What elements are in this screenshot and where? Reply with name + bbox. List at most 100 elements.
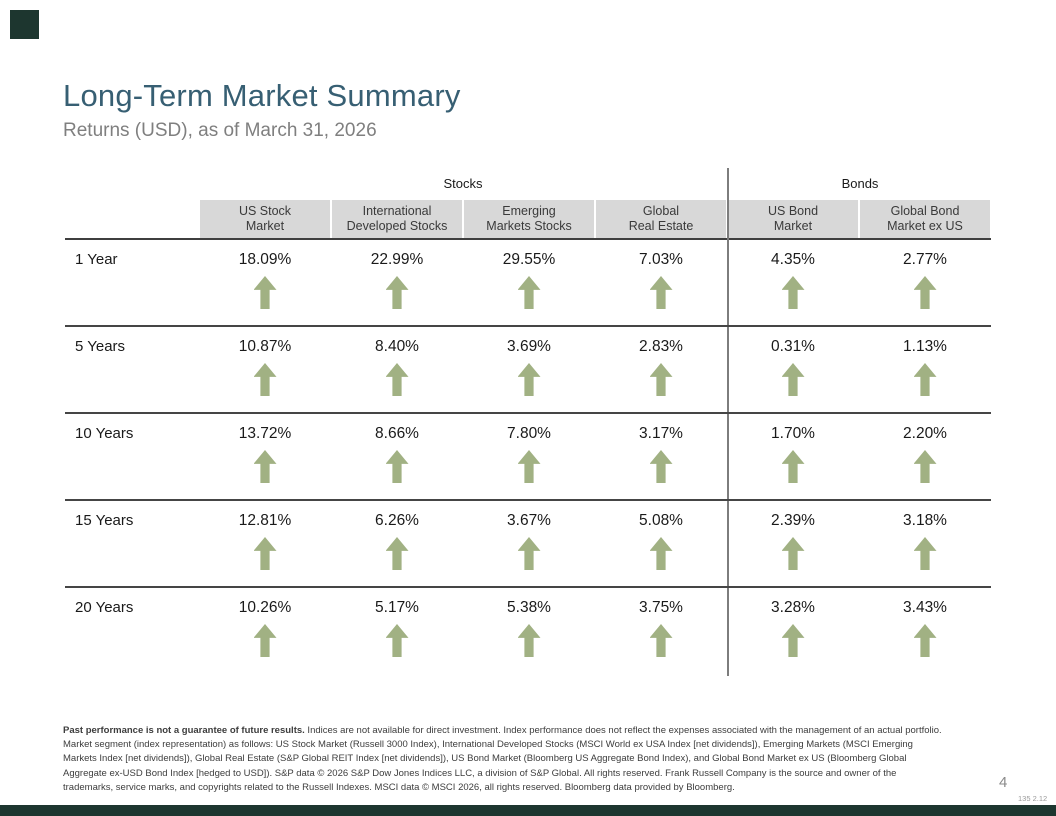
up-arrow-icon <box>253 537 277 570</box>
table-cell: 5.08% <box>595 501 727 586</box>
row-label: 5 Years <box>75 338 126 355</box>
slide-code: 135 2.12 <box>1018 794 1048 803</box>
row-label: 10 Years <box>75 425 134 442</box>
table-row: 5 Years 10.87% 8.40% 3.69% 2.83% 0.31% 1… <box>65 327 991 414</box>
up-arrow-icon <box>517 363 541 396</box>
stocks-bonds-divider <box>727 168 729 676</box>
up-arrow-icon <box>913 276 937 309</box>
table-cell: 3.75% <box>595 588 727 676</box>
up-arrow-icon <box>385 537 409 570</box>
up-arrow-icon <box>781 537 805 570</box>
column-header-label: International <box>362 203 432 218</box>
up-arrow-icon <box>385 624 409 657</box>
up-arrow-icon <box>385 276 409 309</box>
up-arrow-icon <box>781 276 805 309</box>
table-cell: 22.99% <box>331 240 463 325</box>
table-cell: 29.55% <box>463 240 595 325</box>
return-value: 10.26% <box>238 599 292 616</box>
return-value: 3.28% <box>771 599 815 616</box>
up-arrow-icon <box>385 450 409 483</box>
table-cell: 18.09% <box>199 240 331 325</box>
return-value: 5.17% <box>375 599 419 616</box>
return-value: 0.31% <box>771 338 815 355</box>
table-cell: 2.39% <box>727 501 859 586</box>
column-group-bonds: Bonds <box>841 176 879 191</box>
up-arrow-icon <box>781 363 805 396</box>
page-title: Long-Term Market Summary <box>63 78 461 113</box>
column-header-label: Market <box>773 219 813 233</box>
row-label: 20 Years <box>75 599 134 616</box>
up-arrow-icon <box>253 363 277 396</box>
table-row: 1 Year 18.09% 22.99% 29.55% 7.03% 4.35% … <box>65 240 991 327</box>
up-arrow-icon <box>253 624 277 657</box>
up-arrow-icon <box>649 537 673 570</box>
table-cell: 6.26% <box>331 501 463 586</box>
column-header-global-bond-market-ex-us: Global Bond Market ex US <box>860 200 990 238</box>
column-header-global-real-estate: Global Real Estate <box>596 200 726 238</box>
up-arrow-icon <box>649 450 673 483</box>
column-headers: US Stock Market International Developed … <box>199 200 991 238</box>
up-arrow-icon <box>253 450 277 483</box>
table-cell: 0.31% <box>727 327 859 412</box>
column-group-stocks: Stocks <box>443 176 483 191</box>
table-cell: 3.28% <box>727 588 859 676</box>
up-arrow-icon <box>781 450 805 483</box>
table-cell: 8.40% <box>331 327 463 412</box>
return-value: 3.18% <box>903 512 947 529</box>
up-arrow-icon <box>649 363 673 396</box>
table-cell: 8.66% <box>331 414 463 499</box>
table-cell: 3.67% <box>463 501 595 586</box>
up-arrow-icon <box>385 363 409 396</box>
up-arrow-icon <box>517 450 541 483</box>
up-arrow-icon <box>913 624 937 657</box>
up-arrow-icon <box>781 624 805 657</box>
table-cell: 12.81% <box>199 501 331 586</box>
return-value: 12.81% <box>238 512 292 529</box>
footnote-line1-rest: Indices are not available for direct inv… <box>304 725 942 736</box>
table-top-border <box>65 238 991 240</box>
up-arrow-icon <box>913 450 937 483</box>
column-header-label: Global <box>642 203 680 218</box>
column-header-label: Market <box>245 219 285 233</box>
table-cell: 7.03% <box>595 240 727 325</box>
column-header-emerging-markets-stocks: Emerging Markets Stocks <box>464 200 594 238</box>
table-row: 10 Years 13.72% 8.66% 7.80% 3.17% 1.70% … <box>65 414 991 501</box>
table-cell: 4.35% <box>727 240 859 325</box>
return-value: 10.87% <box>238 338 292 355</box>
return-value: 29.55% <box>502 251 556 268</box>
return-value: 5.08% <box>639 512 683 529</box>
table-cell: 10.26% <box>199 588 331 676</box>
return-value: 2.39% <box>771 512 815 529</box>
table-row: 15 Years 12.81% 6.26% 3.67% 5.08% 2.39% … <box>65 501 991 588</box>
table-cell: 5.17% <box>331 588 463 676</box>
table-cell: 7.80% <box>463 414 595 499</box>
return-value: 2.83% <box>639 338 683 355</box>
return-value: 7.80% <box>507 425 551 442</box>
up-arrow-icon <box>913 537 937 570</box>
up-arrow-icon <box>253 276 277 309</box>
return-value: 8.66% <box>375 425 419 442</box>
footnote-paragraph-1: Past performance is not a guarantee of f… <box>63 724 947 738</box>
up-arrow-icon <box>517 276 541 309</box>
brand-footer-bar <box>0 805 1056 816</box>
footnote-paragraph-2: Market segment (index representation) as… <box>63 739 913 793</box>
return-value: 3.75% <box>639 599 683 616</box>
return-value: 2.77% <box>903 251 947 268</box>
return-value: 1.13% <box>903 338 947 355</box>
column-header-label: US Stock <box>238 203 292 218</box>
row-label: 1 Year <box>75 251 118 268</box>
return-value: 2.20% <box>903 425 947 442</box>
row-label: 15 Years <box>75 512 134 529</box>
up-arrow-icon <box>517 624 541 657</box>
table-cell: 2.20% <box>859 414 991 499</box>
table-cell: 3.69% <box>463 327 595 412</box>
return-value: 3.17% <box>639 425 683 442</box>
up-arrow-icon <box>649 276 673 309</box>
page-subtitle: Returns (USD), as of March 31, 2026 <box>63 120 377 141</box>
return-value: 22.99% <box>370 251 424 268</box>
table-cell: 1.70% <box>727 414 859 499</box>
return-value: 3.43% <box>903 599 947 616</box>
disclosure-footnotes: Past performance is not a guarantee of f… <box>63 724 947 795</box>
column-header-us-stock-market: US Stock Market <box>200 200 330 238</box>
